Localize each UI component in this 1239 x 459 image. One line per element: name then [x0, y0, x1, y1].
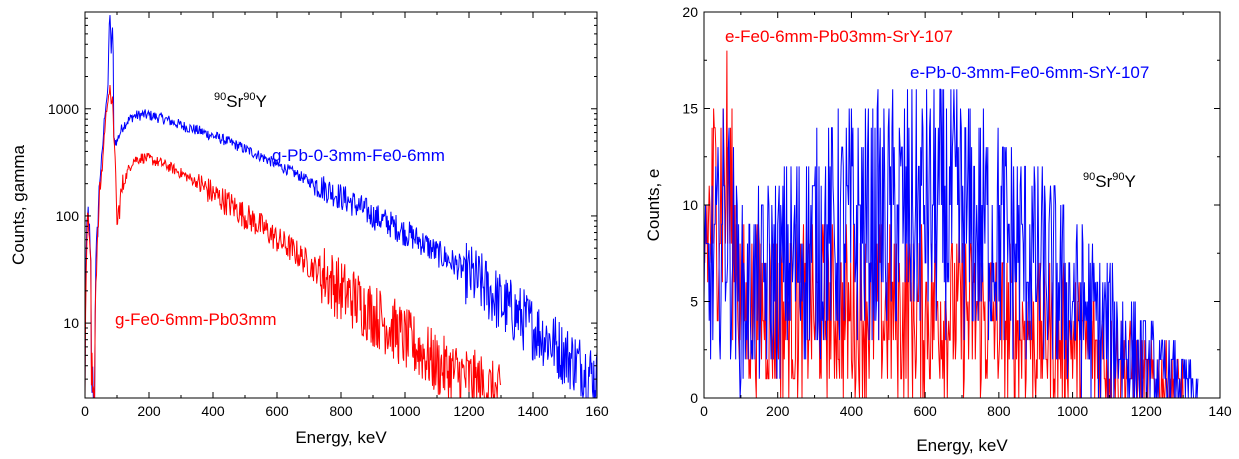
electron-series-group: [703, 50, 1199, 399]
electron-y-axis-title: Counts, e: [644, 169, 663, 242]
electron-isotope-b-mass: 90: [1112, 171, 1124, 183]
gamma-x-tick-label: 1000: [389, 403, 420, 419]
gamma-series-group: [84, 15, 598, 400]
gamma-x-tick-label: 1200: [453, 403, 484, 419]
electron-isotope-a-mass: 90: [1083, 171, 1095, 183]
electron-series-line-1: [703, 88, 1199, 399]
electron-x-tick-label: 400: [840, 403, 864, 419]
gamma-y-tick-label: 100: [56, 208, 80, 224]
electron-x-tick-label: 140: [1208, 403, 1232, 419]
gamma-isotope-b-sym: Y: [256, 92, 267, 111]
gamma-x-tick-label: 400: [201, 403, 225, 419]
electron-y-tick-label: 10: [682, 197, 698, 213]
electron-series-label-pb: e-Pb-0-3mm-Fe0-6mm-SrY-107: [910, 63, 1149, 82]
gamma-ticks: 0 200 400 600 800 1000 1200 1400 160 10 100 1000: [48, 11, 609, 419]
gamma-x-tick-label: 1400: [517, 403, 548, 419]
gamma-x-tick-label: 0: [81, 403, 89, 419]
gamma-y-tick-label: 1000: [48, 101, 79, 117]
electron-isotope-b-sym: Y: [1125, 172, 1136, 191]
gamma-x-tick-label: 800: [329, 403, 353, 419]
gamma-x-tick-label: 160: [585, 403, 609, 419]
electron-x-tick-label: 600: [913, 403, 937, 419]
gamma-y-axis-title: Counts, gamma: [9, 144, 28, 265]
gamma-series-line-0: [84, 15, 598, 399]
electron-series-label-fe: e-Fe0-6mm-Pb03mm-SrY-107: [725, 27, 953, 46]
gamma-chart: 0 200 400 600 800 1000 1200 1400 160 10 100 1000 En…: [9, 11, 609, 447]
electron-y-tick-label: 20: [682, 4, 698, 20]
gamma-x-tick-label: 200: [137, 403, 161, 419]
gamma-isotope-label: 90Sr90Y: [214, 91, 267, 111]
gamma-x-axis-title: Energy, keV: [295, 428, 387, 447]
gamma-isotope-a-mass: 90: [214, 91, 226, 103]
gamma-y-tick-label: 10: [63, 315, 79, 331]
electron-y-tick-label: 0: [690, 390, 698, 406]
electron-x-tick-label: 200: [766, 403, 790, 419]
electron-y-tick-label: 15: [682, 101, 698, 117]
electron-x-axis-title: Energy, keV: [916, 436, 1008, 455]
electron-y-tick-label: 5: [690, 294, 698, 310]
electron-isotope-a-sym: Sr: [1095, 172, 1112, 191]
electron-x-tick-label: 800: [987, 403, 1011, 419]
electron-x-tick-label: 1200: [1131, 403, 1162, 419]
gamma-series-line-1: [84, 84, 502, 400]
gamma-plot-frame: [84, 11, 598, 399]
gamma-isotope-a-sym: Sr: [226, 92, 243, 111]
gamma-isotope-b-mass: 90: [243, 91, 255, 103]
gamma-series-label-pb: g-Pb-0-3mm-Fe0-6mm: [272, 146, 445, 165]
electron-isotope-label: 90Sr90Y: [1083, 171, 1136, 191]
electron-x-tick-label: 0: [700, 403, 708, 419]
gamma-x-tick-label: 600: [265, 403, 289, 419]
gamma-series-label-fe: g-Fe0-6mm-Pb03mm: [115, 310, 277, 329]
electron-x-tick-label: 1000: [1057, 403, 1088, 419]
